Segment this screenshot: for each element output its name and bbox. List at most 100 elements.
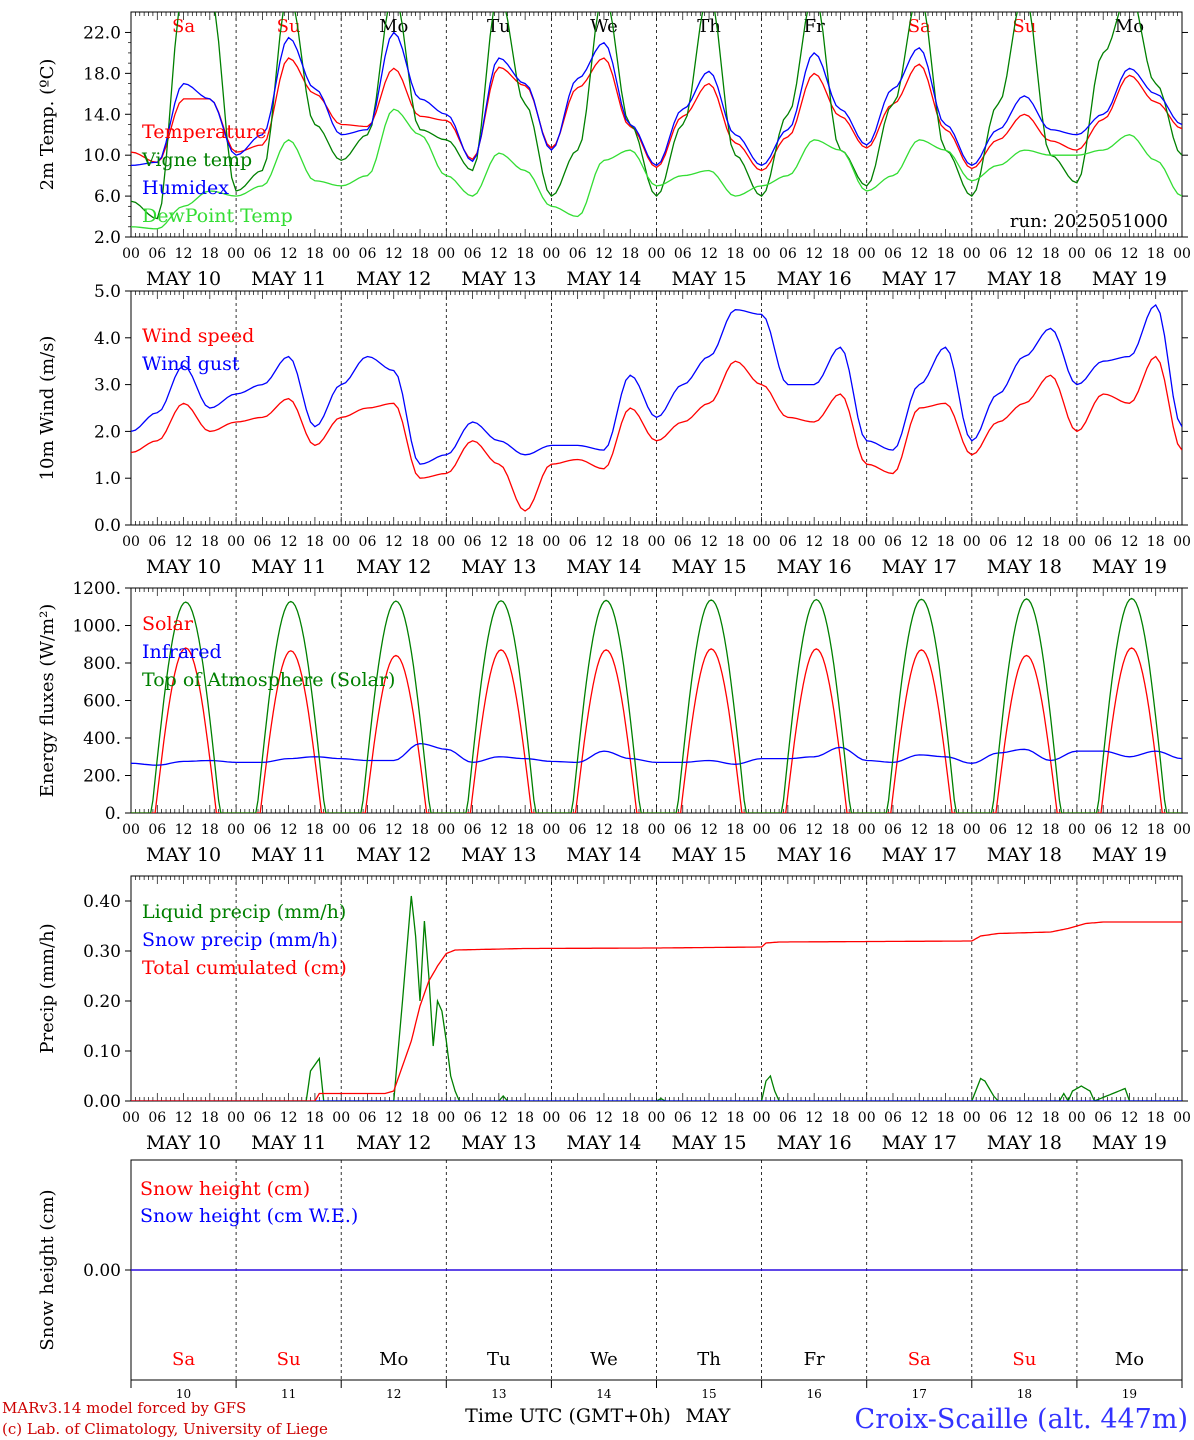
hour-label: 18 xyxy=(621,1110,639,1126)
day-label: MAY 14 xyxy=(566,556,641,578)
hour-label: 00 xyxy=(648,246,666,262)
y-tick-label: 0. xyxy=(105,804,121,824)
hour-label: 06 xyxy=(989,822,1007,838)
hour-label: 00 xyxy=(542,1110,560,1126)
footer-day-number: 17 xyxy=(912,1387,927,1401)
weekday-label: Fr xyxy=(804,16,825,37)
hour-label: 06 xyxy=(359,534,377,550)
y-axis-label: Snow height (cm) xyxy=(37,1189,58,1350)
hour-label: 06 xyxy=(989,246,1007,262)
hour-label: 06 xyxy=(674,822,692,838)
day-label: MAY 17 xyxy=(882,1132,957,1154)
legend-entry: Temperature xyxy=(142,121,266,143)
day-label: MAY 10 xyxy=(146,1132,221,1154)
day-label: MAY 15 xyxy=(671,268,746,290)
hour-label: 00 xyxy=(122,822,140,838)
y-tick-label: 2.0 xyxy=(94,422,121,442)
hour-label: 00 xyxy=(753,1110,771,1126)
series-line-temperature xyxy=(131,57,1182,172)
day-label: MAY 19 xyxy=(1092,844,1167,866)
hour-label: 12 xyxy=(1015,822,1033,838)
hour-label: 12 xyxy=(385,246,403,262)
hour-label: 18 xyxy=(621,822,639,838)
hour-label: 06 xyxy=(569,822,587,838)
hour-label: 00 xyxy=(332,822,350,838)
y-tick-label: 3.0 xyxy=(94,376,121,396)
day-label: MAY 17 xyxy=(882,844,957,866)
day-label: MAY 17 xyxy=(882,556,957,578)
hour-label: 06 xyxy=(464,246,482,262)
day-label: MAY 10 xyxy=(146,556,221,578)
hour-label: 12 xyxy=(385,822,403,838)
hour-label: 00 xyxy=(1068,246,1086,262)
hour-label: 06 xyxy=(253,534,271,550)
legend-entry: Top of Atmosphere (Solar) xyxy=(142,669,395,691)
x-axis-month: MAY xyxy=(686,1405,731,1427)
day-label: MAY 19 xyxy=(1092,556,1167,578)
weekday-label: Th xyxy=(697,1349,721,1370)
hour-label: 06 xyxy=(779,1110,797,1126)
x-axis-title: Time UTC (GMT+0h) xyxy=(465,1405,671,1427)
day-label: MAY 12 xyxy=(356,556,431,578)
hour-label: 06 xyxy=(779,246,797,262)
hour-label: 12 xyxy=(1121,246,1139,262)
hour-label: 12 xyxy=(910,534,928,550)
hour-label: 18 xyxy=(201,534,219,550)
hour-label: 12 xyxy=(805,822,823,838)
hour-label: 00 xyxy=(227,246,245,262)
hour-label: 18 xyxy=(937,246,955,262)
footer-day-number: 10 xyxy=(176,1387,191,1401)
y-tick-label: 0.00 xyxy=(83,1261,121,1281)
y-tick-label: 600. xyxy=(83,692,121,712)
legend-entry: Snow precip (mm/h) xyxy=(142,929,338,951)
y-tick-label: 0.00 xyxy=(83,1092,121,1112)
panel-4: 0.00 0.10 0.20 0.30 0.40 Precip (mm/h) 00 06 12 1… xyxy=(37,875,1191,1154)
hour-label: 18 xyxy=(832,534,850,550)
legend-entry: Total cumulated (cm) xyxy=(142,957,347,979)
panel-1: 2.0 6.0 10.0 14.0 18.0 22.0 2m Temp. (ºC) 00 06 1… xyxy=(37,11,1191,290)
hour-label: 06 xyxy=(1094,246,1112,262)
hour-label: 06 xyxy=(569,534,587,550)
weekday-label: Su xyxy=(1012,1349,1036,1370)
y-tick-label: 0.40 xyxy=(83,892,121,912)
hour-label: 18 xyxy=(726,1110,744,1126)
y-tick-label: 6.0 xyxy=(94,187,121,207)
hour-label: 00 xyxy=(122,534,140,550)
y-tick-label: 10.0 xyxy=(83,146,121,166)
footer-day-number: 18 xyxy=(1017,1387,1032,1401)
day-label: MAY 11 xyxy=(251,844,326,866)
hour-label: 00 xyxy=(648,1110,666,1126)
hour-label: 06 xyxy=(359,822,377,838)
hour-label: 06 xyxy=(1094,534,1112,550)
hour-label: 00 xyxy=(227,1110,245,1126)
weekday-label: Sa xyxy=(908,16,931,37)
run-annotation: run: 2025051000 xyxy=(1010,211,1168,232)
hour-label: 18 xyxy=(306,534,324,550)
hour-label: 12 xyxy=(595,246,613,262)
hour-label: 00 xyxy=(963,534,981,550)
hour-label: 00 xyxy=(437,534,455,550)
hour-label: 00 xyxy=(227,534,245,550)
legend-entry: Wind speed xyxy=(142,325,254,347)
footer-day-number: 13 xyxy=(491,1387,506,1401)
series-line-wind-gust xyxy=(131,304,1182,465)
footer-day-number: 14 xyxy=(596,1387,612,1401)
hour-label: 12 xyxy=(280,822,298,838)
hour-label: 12 xyxy=(805,246,823,262)
series-line-solar xyxy=(131,647,1182,813)
legend-entry: Humidex xyxy=(142,177,229,199)
hour-label: 06 xyxy=(989,534,1007,550)
legend-entry: Snow height (cm) xyxy=(140,1178,310,1200)
day-label: MAY 12 xyxy=(356,844,431,866)
series-line-top-of-atmosphere-solar- xyxy=(131,597,1182,813)
hour-label: 00 xyxy=(648,534,666,550)
plot-area xyxy=(131,304,1182,512)
hour-label: 06 xyxy=(148,1110,166,1126)
hour-label: 18 xyxy=(411,246,429,262)
hour-label: 18 xyxy=(832,246,850,262)
hour-label: 18 xyxy=(1042,534,1060,550)
day-label: MAY 16 xyxy=(777,844,852,866)
plot-area xyxy=(131,597,1182,813)
hour-label: 12 xyxy=(490,822,508,838)
y-tick-label: 0.10 xyxy=(83,1042,121,1062)
